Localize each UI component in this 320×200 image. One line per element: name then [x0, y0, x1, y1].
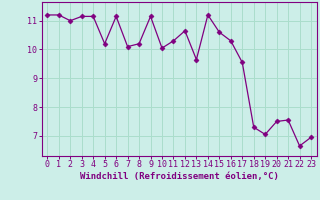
X-axis label: Windchill (Refroidissement éolien,°C): Windchill (Refroidissement éolien,°C)	[80, 172, 279, 181]
